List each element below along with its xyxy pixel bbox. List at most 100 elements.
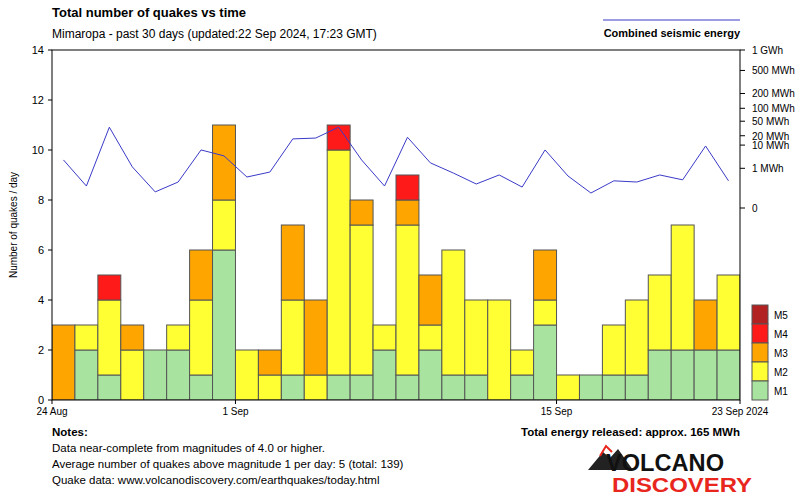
title: Total number of quakes vs time [52, 5, 246, 20]
bar-segment [75, 325, 98, 326]
y-tick [48, 150, 52, 151]
bar-segment [579, 375, 602, 376]
bar-segment [534, 250, 557, 251]
y-tick-label: 12 [32, 94, 44, 106]
bar-segment [235, 350, 258, 351]
subtitle: Mimaropa - past 30 days (updated:22 Sep … [52, 27, 377, 41]
bar-segment [694, 300, 717, 301]
bar-segment [327, 125, 350, 150]
bar-segment [419, 275, 442, 276]
bar-segment [190, 375, 213, 400]
bar-segment [373, 325, 396, 326]
bar-segment [213, 125, 236, 200]
bar-segment [717, 275, 740, 276]
y2-tick-label: 0 [752, 203, 758, 214]
bar-segment [98, 275, 121, 300]
y-tick-label: 4 [38, 294, 44, 306]
bar-segment [373, 325, 396, 326]
bar-segment [258, 350, 281, 375]
y2-tick [740, 93, 745, 94]
bar-segment [190, 250, 213, 251]
bar-segment [648, 350, 671, 400]
note: Average number of quakes above magnitude… [52, 458, 404, 470]
bar-segment [625, 300, 648, 301]
x-tick-label: 24 Aug [36, 406, 67, 417]
bar-segment [121, 325, 144, 326]
bar-segment [190, 250, 213, 300]
bar-segment [213, 200, 236, 250]
bar-segment [52, 325, 75, 326]
bar-segment [557, 375, 580, 376]
bar-segment [511, 350, 534, 375]
y2-tick-label: 1 GWh [752, 45, 783, 56]
bar-segment [52, 325, 75, 326]
bar-segment [579, 375, 602, 400]
bar-segment [465, 300, 488, 301]
bar-segment [488, 300, 511, 400]
bar-segment [465, 375, 488, 400]
legend-line [603, 20, 740, 21]
x-tick-label: 1 Sep [222, 406, 249, 417]
legend-label: M3 [774, 348, 788, 359]
x-tick-label: 15 Sep [541, 406, 573, 417]
bar-segment [625, 300, 648, 301]
bar-segment [75, 325, 98, 326]
y2-tick-label: 50 MWh [752, 116, 789, 127]
bar-segment [235, 350, 258, 400]
bar-segment [442, 250, 465, 251]
bar-segment [442, 250, 465, 375]
bar-segment [602, 325, 625, 326]
bar-segment [258, 375, 281, 400]
bar-segment [350, 200, 373, 201]
bar-segment [648, 275, 671, 276]
bar-segment [350, 225, 373, 375]
bar-segment [442, 375, 465, 400]
chart: Total number of quakes vs time Mimaropa -… [0, 0, 800, 500]
bar-segment [75, 325, 98, 350]
bar-segment [419, 275, 442, 276]
bar-segment [121, 325, 144, 326]
bar-segment [511, 350, 534, 351]
bars [52, 125, 740, 400]
bar-segment [717, 275, 740, 276]
bar-segment [648, 275, 671, 276]
bar-segment [144, 350, 167, 351]
y-tick-label: 2 [38, 344, 44, 356]
bar-segment [167, 325, 190, 326]
bar-segment [442, 250, 465, 251]
y2-tick-label: 10 MWh [752, 140, 789, 151]
bar-segment [213, 250, 236, 400]
y2-tick [740, 108, 745, 109]
bar-segment [167, 325, 190, 350]
legend-label: M1 [774, 386, 788, 397]
bar-segment [419, 275, 442, 325]
bar-segment [350, 200, 373, 225]
y2-tick [740, 135, 745, 136]
bar-segment [167, 325, 190, 326]
bar-segment [190, 250, 213, 251]
bar-segment [75, 325, 98, 326]
bar-segment [465, 300, 488, 375]
y2-tick [740, 208, 745, 209]
plot-frame [52, 50, 740, 400]
bar-segment [557, 375, 580, 376]
bar-segment [167, 350, 190, 400]
bar-segment [419, 350, 442, 400]
bar-segment [579, 375, 602, 376]
legend-swatch [752, 381, 768, 400]
bar-segment [465, 300, 488, 301]
bar-segment [167, 325, 190, 326]
y-tick [48, 200, 52, 201]
y2-tick-label: 200 MWh [752, 88, 795, 99]
bar-segment [281, 225, 304, 300]
y2-tick [740, 70, 745, 71]
y2-tick [740, 145, 745, 146]
y-tick-label: 0 [38, 394, 44, 406]
bar-segment [75, 350, 98, 400]
y-tick-label: 14 [32, 44, 44, 56]
y-tick [48, 100, 52, 101]
bar-segment [213, 125, 236, 126]
bar-segment [121, 325, 144, 350]
bar-segment [235, 350, 258, 351]
total-energy: Total energy released: approx. 165 MWh [521, 426, 740, 438]
